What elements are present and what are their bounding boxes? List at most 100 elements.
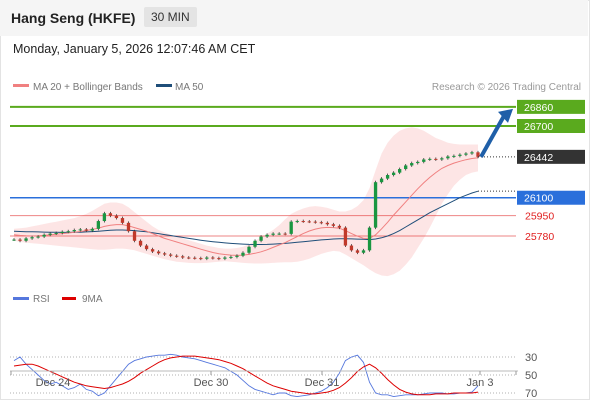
candle <box>175 255 179 257</box>
candle <box>440 158 444 160</box>
rsi-line <box>13 353 479 398</box>
candle <box>120 218 125 223</box>
candle <box>313 221 317 223</box>
candle <box>446 156 450 159</box>
candle <box>434 158 438 160</box>
candle <box>325 222 330 225</box>
current-price-label: 26442 <box>524 152 553 164</box>
chart-header: Hang Seng (HKFE) 30 MIN <box>0 0 588 36</box>
current-price-tag <box>517 149 585 164</box>
interval-button[interactable]: 30 MIN <box>144 7 197 27</box>
level-tag-26860 <box>517 99 585 114</box>
candle <box>307 221 311 223</box>
candle <box>90 228 94 231</box>
rsi-legend-label: RSI <box>33 294 50 305</box>
candle <box>181 256 185 258</box>
candle <box>410 163 414 166</box>
candle <box>96 221 101 229</box>
x-tick-label: Dec 30 <box>194 377 229 389</box>
candle <box>367 227 372 251</box>
candle <box>428 158 432 160</box>
level-tag-26100 <box>517 190 585 205</box>
candle <box>12 239 16 241</box>
candle <box>60 231 64 234</box>
level-label-26700: 26700 <box>524 121 553 133</box>
candle <box>422 159 426 162</box>
candle <box>235 255 239 257</box>
x-tick-label: Dec 24 <box>36 377 71 389</box>
candle <box>126 222 131 232</box>
candle <box>265 234 269 237</box>
candle <box>319 222 323 224</box>
candle <box>150 249 155 252</box>
level-label-25780: 25780 <box>525 231 554 243</box>
candle <box>54 233 58 235</box>
candle <box>464 153 468 155</box>
rsi-tick-70: 70 <box>525 388 537 400</box>
candle <box>205 257 209 259</box>
candle <box>229 256 233 258</box>
candle <box>193 257 197 259</box>
candle <box>48 233 52 235</box>
forecast-arrow-head <box>498 108 513 123</box>
candle <box>24 238 28 241</box>
candle <box>78 229 82 231</box>
ma50-legend-swatch <box>156 84 172 87</box>
candle <box>241 252 245 256</box>
candle <box>169 254 173 256</box>
candle <box>349 245 354 251</box>
rsi-ma9-line <box>13 355 479 396</box>
ma50-legend-label: MA 50 <box>175 82 204 93</box>
candle <box>295 221 299 223</box>
candle <box>385 175 390 179</box>
candle <box>458 154 462 156</box>
rsi-legend-swatch <box>13 297 29 300</box>
candle <box>355 250 360 253</box>
candle <box>18 239 22 241</box>
candle <box>379 178 384 183</box>
candle <box>30 237 34 239</box>
candle <box>199 258 203 260</box>
candle <box>452 155 456 157</box>
x-axis: Dec 24 Dec 30 Dec 31 Jan 3 <box>10 371 517 389</box>
bollinger-band <box>14 127 478 277</box>
x-tick-label: Jan 3 <box>467 377 494 389</box>
candle <box>108 213 113 216</box>
x-tick-label: Dec 31 <box>305 377 340 389</box>
candle <box>66 231 70 233</box>
candle <box>211 257 215 259</box>
ma9-legend-label: 9MA <box>82 294 103 305</box>
candle <box>156 251 161 254</box>
candle <box>416 161 420 164</box>
candle <box>337 225 342 228</box>
candle <box>404 165 408 170</box>
rsi-plot: 70 50 30 <box>10 352 537 400</box>
candle <box>373 182 378 228</box>
candle <box>343 227 348 246</box>
level-label-25950: 25950 <box>525 211 554 223</box>
price-plot: 26860 26700 26100 25950 25780 26442 <box>10 99 585 277</box>
candle <box>187 257 191 259</box>
candle <box>470 152 474 154</box>
candle <box>138 240 143 246</box>
candle <box>289 221 293 234</box>
level-tag-26700 <box>517 119 585 133</box>
candle <box>277 233 281 235</box>
candle <box>301 221 305 223</box>
ma50-line <box>13 190 479 245</box>
candle <box>72 230 76 232</box>
ma9-legend-swatch <box>62 297 76 300</box>
level-label-26860: 26860 <box>524 102 553 114</box>
candle <box>259 236 263 241</box>
timestamp: Monday, January 5, 2026 12:07:46 AM CET <box>13 42 256 56</box>
candle <box>132 231 137 241</box>
forecast-arrow <box>479 114 506 158</box>
candle <box>391 172 396 176</box>
candle <box>247 246 251 253</box>
candle <box>102 213 107 222</box>
candle <box>144 245 149 250</box>
candle <box>162 253 167 255</box>
ma20-legend-label: MA 20 + Bollinger Bands <box>33 82 143 93</box>
candle <box>217 258 221 260</box>
